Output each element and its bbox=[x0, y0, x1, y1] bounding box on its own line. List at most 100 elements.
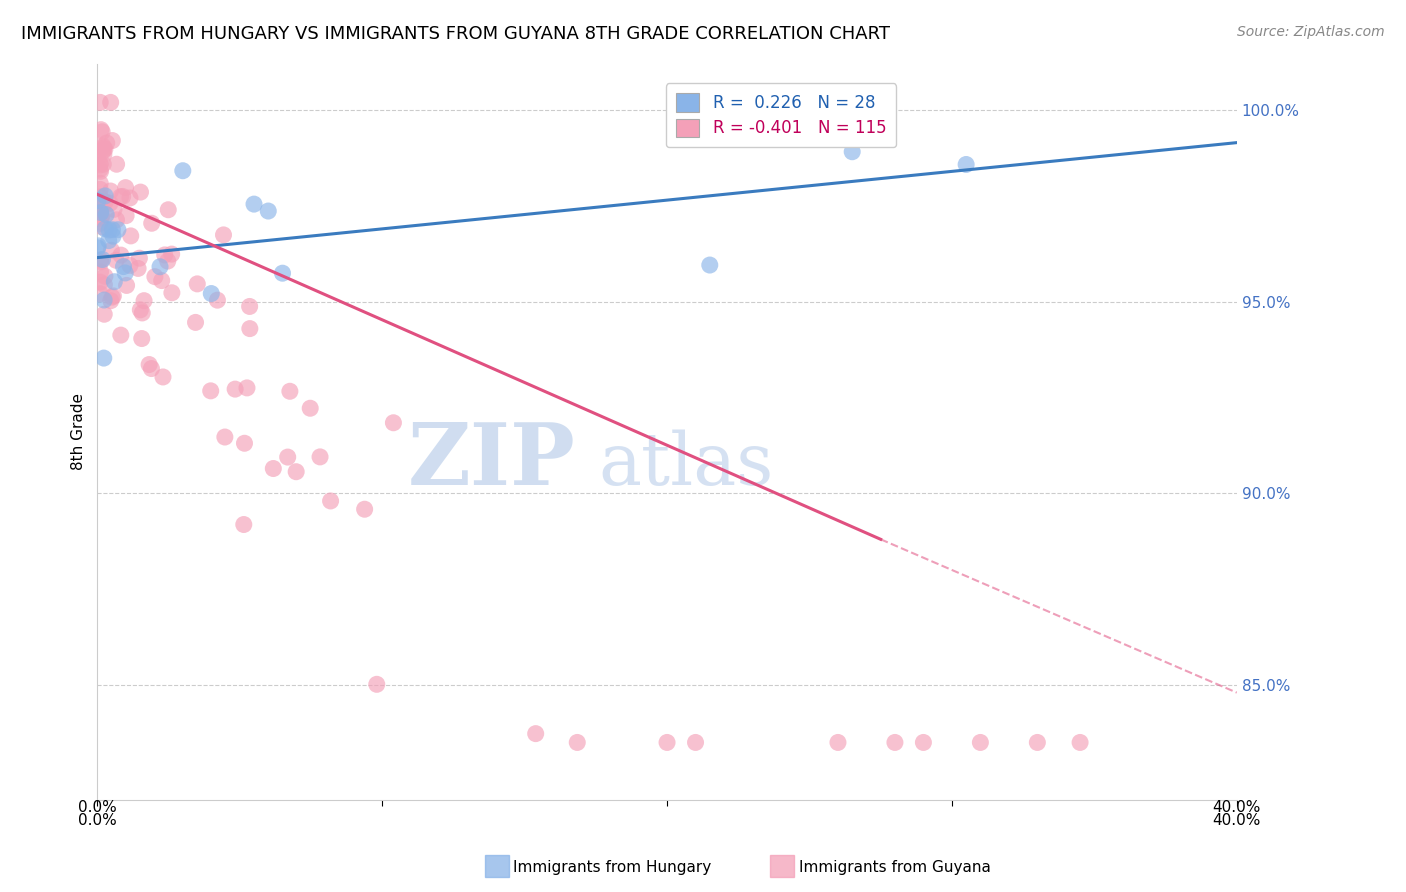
Point bbox=[89, 176, 111, 190]
Point bbox=[114, 266, 136, 280]
Point bbox=[100, 293, 122, 308]
Point bbox=[93, 351, 115, 365]
Point bbox=[105, 253, 128, 268]
Point bbox=[98, 196, 121, 211]
Legend: R =  0.226   N = 28, R = -0.401   N = 115: R = 0.226 N = 28, R = -0.401 N = 115 bbox=[666, 84, 896, 147]
Text: Source: ZipAtlas.com: Source: ZipAtlas.com bbox=[1237, 25, 1385, 39]
Point bbox=[103, 275, 125, 289]
Point bbox=[239, 321, 262, 335]
Point bbox=[138, 358, 160, 372]
Point bbox=[93, 277, 115, 292]
Point bbox=[884, 735, 907, 749]
Point bbox=[129, 185, 152, 199]
Point bbox=[89, 211, 111, 226]
Point bbox=[94, 269, 117, 284]
Point bbox=[93, 141, 115, 155]
Point bbox=[101, 229, 124, 244]
Point bbox=[141, 216, 163, 230]
Point bbox=[149, 260, 172, 274]
Point bbox=[1069, 735, 1091, 749]
Point bbox=[127, 261, 149, 276]
Point bbox=[120, 228, 142, 243]
Point bbox=[86, 241, 108, 255]
Point bbox=[699, 258, 721, 272]
Point bbox=[156, 254, 179, 268]
Point bbox=[87, 239, 110, 253]
Point bbox=[299, 401, 322, 416]
Point bbox=[271, 266, 294, 280]
Point bbox=[115, 278, 138, 293]
Point bbox=[160, 247, 183, 261]
Point bbox=[100, 244, 122, 258]
Point bbox=[319, 494, 342, 508]
Point bbox=[111, 189, 134, 203]
Point bbox=[277, 450, 299, 464]
Point bbox=[89, 141, 111, 155]
Text: Immigrants from Guyana: Immigrants from Guyana bbox=[799, 861, 990, 875]
Point bbox=[232, 517, 254, 532]
Point bbox=[94, 189, 117, 203]
Point bbox=[96, 136, 118, 150]
Point bbox=[94, 194, 117, 209]
Point bbox=[685, 735, 707, 749]
Point bbox=[89, 198, 111, 212]
Point bbox=[89, 95, 111, 110]
Point bbox=[89, 158, 111, 172]
Point bbox=[262, 461, 284, 475]
Point bbox=[129, 302, 152, 317]
Point bbox=[912, 735, 935, 749]
Point bbox=[382, 416, 405, 430]
Y-axis label: 8th Grade: 8th Grade bbox=[72, 393, 86, 470]
Point bbox=[91, 139, 114, 153]
Point bbox=[118, 259, 141, 273]
Point bbox=[212, 227, 235, 242]
Point bbox=[96, 208, 118, 222]
Point bbox=[236, 381, 259, 395]
Point bbox=[200, 286, 222, 301]
Point bbox=[655, 735, 678, 749]
Text: 0.0%: 0.0% bbox=[77, 800, 117, 815]
Point bbox=[91, 252, 114, 267]
Text: IMMIGRANTS FROM HUNGARY VS IMMIGRANTS FROM GUYANA 8TH GRADE CORRELATION CHART: IMMIGRANTS FROM HUNGARY VS IMMIGRANTS FR… bbox=[21, 25, 890, 43]
Point bbox=[89, 203, 111, 218]
Point bbox=[90, 164, 112, 178]
Point bbox=[105, 157, 128, 171]
Point bbox=[128, 251, 150, 265]
Point bbox=[150, 274, 173, 288]
Point bbox=[353, 502, 375, 516]
Text: 40.0%: 40.0% bbox=[1212, 800, 1261, 815]
Point bbox=[152, 370, 174, 384]
Text: Immigrants from Hungary: Immigrants from Hungary bbox=[513, 861, 711, 875]
Point bbox=[98, 223, 121, 237]
Point bbox=[105, 212, 128, 227]
Point bbox=[257, 204, 280, 219]
Point bbox=[94, 142, 117, 156]
Point bbox=[91, 144, 114, 158]
Point bbox=[89, 265, 111, 279]
Point bbox=[89, 286, 111, 301]
Point bbox=[91, 125, 114, 139]
Point bbox=[132, 293, 155, 308]
Point bbox=[90, 209, 112, 223]
Point bbox=[157, 202, 180, 217]
Point bbox=[207, 293, 229, 308]
Point bbox=[285, 465, 308, 479]
Point bbox=[89, 182, 111, 196]
Point bbox=[90, 198, 112, 212]
Point bbox=[90, 211, 112, 225]
Point bbox=[89, 156, 111, 170]
Point bbox=[101, 290, 124, 304]
Point bbox=[131, 332, 153, 346]
Point bbox=[141, 361, 163, 376]
Point bbox=[233, 436, 256, 450]
Point bbox=[243, 197, 266, 211]
Point bbox=[153, 248, 176, 262]
Point bbox=[90, 219, 112, 234]
Point bbox=[103, 202, 125, 217]
Text: 0.0%: 0.0% bbox=[77, 813, 117, 828]
Point bbox=[172, 163, 194, 178]
Point bbox=[90, 254, 112, 268]
Point bbox=[97, 234, 120, 248]
Point bbox=[89, 253, 111, 268]
Point bbox=[91, 157, 114, 171]
